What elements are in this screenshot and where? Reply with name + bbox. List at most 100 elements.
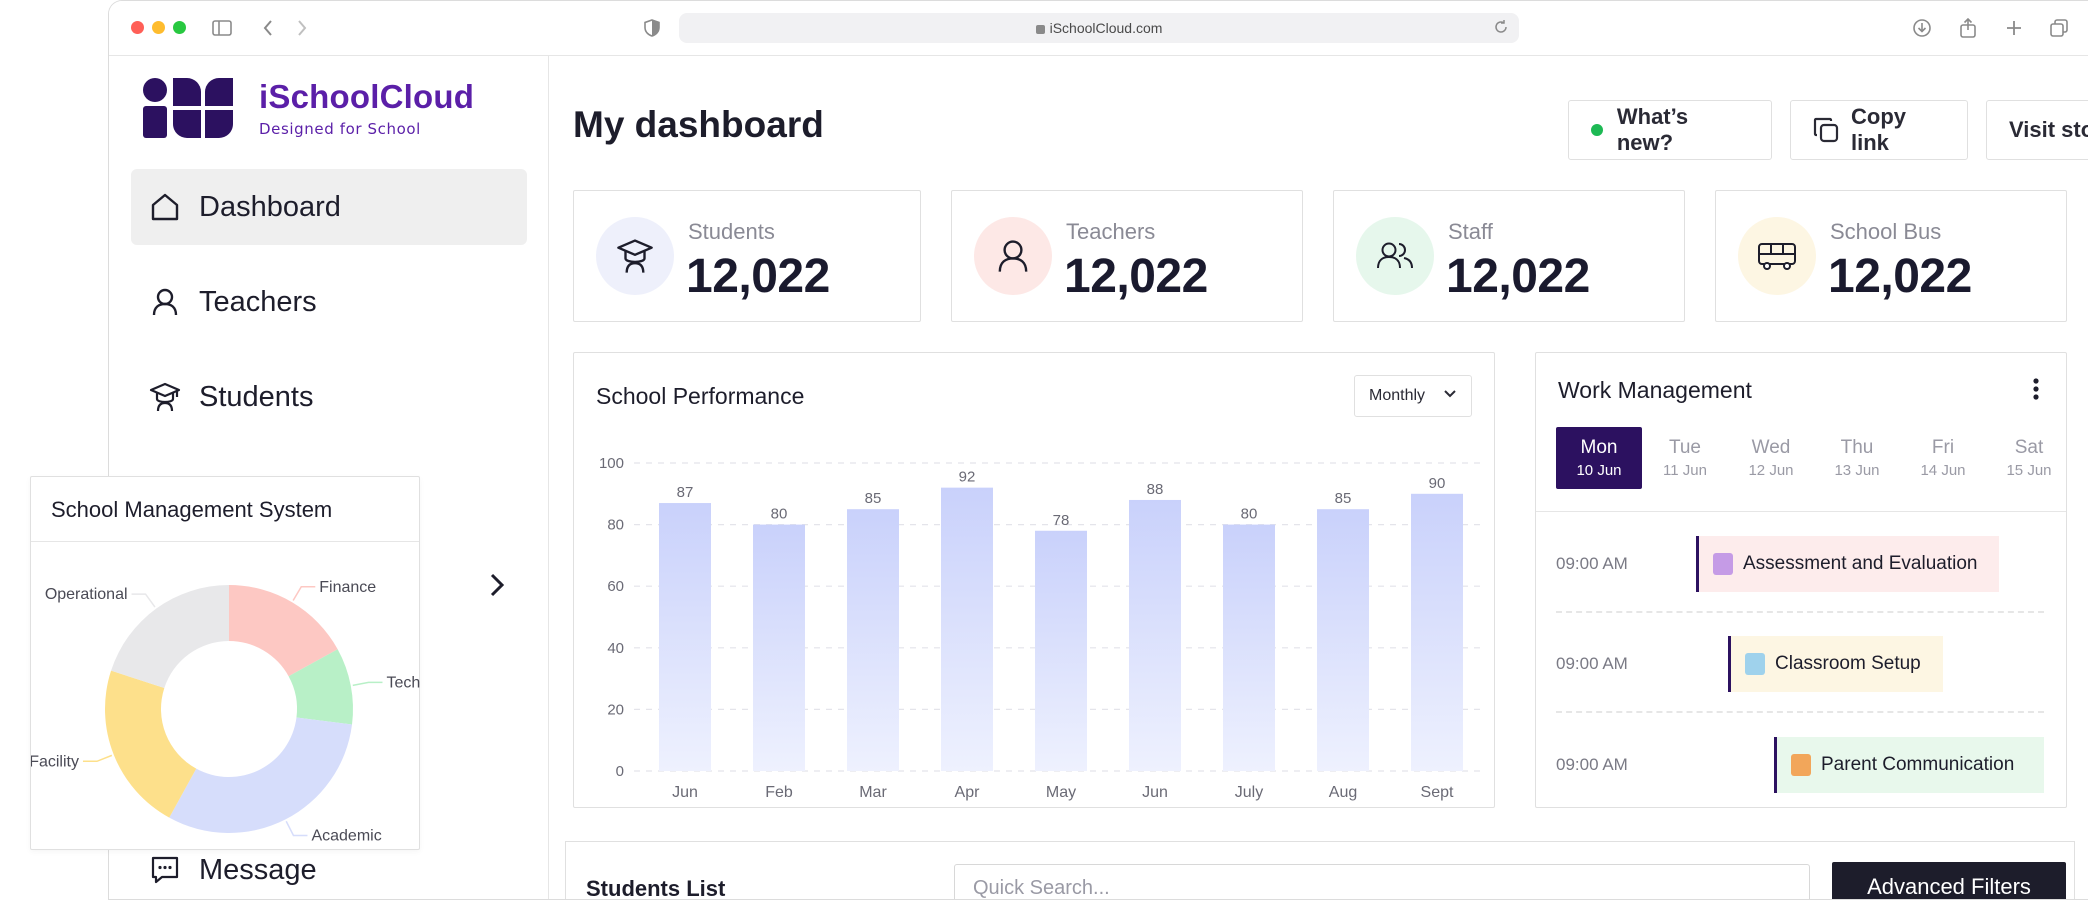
stat-value: 12,022 (686, 250, 830, 303)
stat-card-staff[interactable]: Staff 12,022 (1333, 190, 1685, 322)
advanced-filters-button[interactable]: Advanced Filters (1832, 862, 2066, 899)
day-date: 15 Jun (2006, 462, 2052, 479)
bar-value-label: 92 (959, 469, 976, 486)
sidebar-toggle-icon[interactable] (209, 15, 235, 41)
task-pill[interactable]: Assessment and Evaluation (1696, 536, 2000, 592)
day-tab-sat[interactable]: Sat 15 Jun (1986, 427, 2072, 489)
quick-search-input[interactable]: Quick Search... (954, 864, 1810, 899)
stat-card-school-bus[interactable]: School Bus 12,022 (1715, 190, 2067, 322)
day-date: 11 Jun (1663, 462, 1707, 479)
whats-new-button[interactable]: What’s new? (1568, 100, 1772, 160)
sidebar-item-label: Teachers (199, 285, 317, 318)
bar-value-label: 78 (1053, 512, 1070, 529)
task-pill[interactable]: Parent Communication (1774, 737, 2044, 793)
sidebar-item-teachers[interactable]: Teachers (131, 264, 527, 340)
task-title: Parent Communication (1821, 754, 2015, 775)
slice-label: Operational (45, 586, 128, 603)
new-tab-icon[interactable] (2001, 15, 2027, 41)
stat-value: 12,022 (1828, 250, 1972, 303)
x-tick-label: Feb (765, 784, 793, 801)
users-icon (1356, 217, 1434, 295)
school-management-card: School Management System Finance Tech Acad… (30, 476, 420, 850)
visit-store-button[interactable]: Visit store (1986, 100, 2088, 160)
stat-card-students[interactable]: Students 12,022 (573, 190, 921, 322)
day-tab-fri[interactable]: Fri 14 Jun (1900, 427, 1986, 489)
period-select[interactable]: Monthly (1354, 375, 1472, 417)
card-title: School Management System (51, 497, 333, 522)
sidebar: iSchoolCloud Designed for School Dashboa… (109, 56, 549, 899)
y-tick-label: 100 (599, 455, 624, 472)
bar-value-label: 88 (1147, 481, 1164, 498)
more-options-icon[interactable] (2032, 377, 2040, 405)
tab-overview-icon[interactable] (2046, 15, 2072, 41)
chevron-right-icon[interactable] (488, 572, 506, 602)
downloads-icon[interactable] (1909, 15, 1935, 41)
visit-store-label: Visit store (2009, 117, 2088, 142)
divider (1536, 511, 2066, 512)
y-tick-label: 40 (607, 640, 624, 657)
parents-icon (1791, 754, 1811, 776)
x-tick-label: Jun (672, 784, 698, 801)
task-pill[interactable]: Classroom Setup (1728, 636, 1943, 692)
stat-card-teachers[interactable]: Teachers 12,022 (951, 190, 1303, 322)
bar (1129, 499, 1181, 771)
slice-label: Tech (386, 674, 420, 691)
dashed-divider (1556, 611, 2044, 613)
bar-value-label: 85 (1335, 490, 1352, 507)
x-tick-label: Sept (1421, 784, 1454, 801)
donut-slice (229, 585, 338, 677)
bar (1317, 509, 1369, 771)
close-window-button[interactable] (131, 21, 144, 34)
sidebar-item-students[interactable]: Students (131, 359, 527, 435)
copy-icon (1813, 117, 1839, 143)
day-tab-thu[interactable]: Thu 13 Jun (1814, 427, 1900, 489)
day-tab-wed[interactable]: Wed 12 Jun (1728, 427, 1814, 489)
minimize-window-button[interactable] (152, 21, 165, 34)
zoom-window-button[interactable] (173, 21, 186, 34)
dashed-divider (1556, 711, 2044, 713)
x-tick-label: May (1046, 784, 1076, 801)
day-name: Thu (1840, 437, 1874, 458)
work-management-card: Work Management Mon 10 Jun Tue 11 Jun Wed 1… (1535, 352, 2067, 808)
bar (941, 487, 993, 771)
reload-icon[interactable] (1493, 19, 1509, 38)
bus-icon (1738, 217, 1816, 295)
bar-value-label: 87 (677, 484, 694, 501)
day-tab-mon[interactable]: Mon 10 Jun (1556, 427, 1642, 489)
performance-bar-chart: 0 20 40 60 80 100 87 Jun 80 Feb 85 Mar 92 Apr 78 May 88 J… (599, 455, 1480, 801)
stat-label: Staff (1448, 219, 1493, 244)
status-dot-icon (1591, 124, 1603, 136)
task-row[interactable]: 09:00 AM Parent Communication (1556, 737, 2044, 793)
day-tab-tue[interactable]: Tue 11 Jun (1642, 427, 1728, 489)
back-icon[interactable] (255, 15, 281, 41)
students-list-card: Students List Quick Search... Advanced F… (565, 841, 2075, 899)
task-row[interactable]: 09:00 AM Assessment and Evaluation (1556, 536, 2044, 592)
brand-logo[interactable]: iSchoolCloud Designed for School (141, 76, 474, 140)
forward-icon[interactable] (289, 15, 315, 41)
sidebar-item-label: Students (199, 380, 314, 413)
address-bar[interactable]: iSchoolCloud.com (679, 13, 1519, 43)
browser-window: iSchoolCloud.com (108, 0, 2088, 900)
day-name: Tue (1668, 437, 1702, 458)
browser-toolbar: iSchoolCloud.com (109, 1, 2088, 56)
slice-label: Finance (319, 579, 376, 596)
share-icon[interactable] (1955, 15, 1981, 41)
search-placeholder: Quick Search... (973, 876, 1110, 899)
graduation-cap-icon (596, 217, 674, 295)
privacy-shield-icon[interactable] (639, 15, 665, 41)
copy-link-button[interactable]: Copy link (1790, 100, 1968, 160)
task-time: 09:00 AM (1556, 654, 1628, 673)
stat-label: Teachers (1066, 219, 1156, 244)
sidebar-item-dashboard[interactable]: Dashboard (131, 169, 527, 245)
stat-label: School Bus (1830, 219, 1942, 244)
brand-tagline: Designed for School (259, 120, 421, 138)
notebook-icon (1713, 553, 1733, 575)
sidebar-item-message[interactable]: Message (131, 832, 527, 899)
y-tick-label: 80 (607, 517, 624, 534)
task-time: 09:00 AM (1556, 755, 1628, 774)
task-row[interactable]: 09:00 AM Classroom Setup (1556, 636, 2044, 692)
bar-value-label: 90 (1429, 475, 1446, 492)
task-title: Assessment and Evaluation (1743, 553, 1978, 574)
ischoolcloud-logo-icon (143, 78, 233, 138)
stat-value: 12,022 (1064, 250, 1208, 303)
